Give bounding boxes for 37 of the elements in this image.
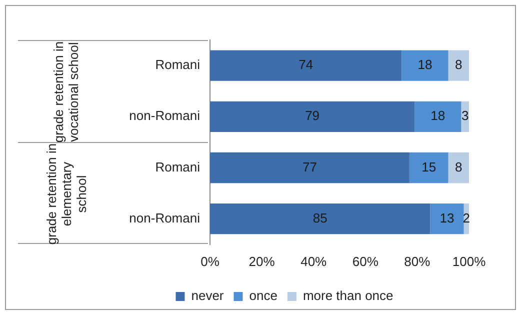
- data-label: 13: [440, 210, 454, 226]
- data-label: 18: [418, 57, 432, 72]
- y-tick-label: Romani: [155, 159, 200, 174]
- data-label: 18: [430, 108, 446, 124]
- data-label: 77: [302, 159, 317, 174]
- data-label: 74: [298, 57, 314, 72]
- x-tick-label: 100%: [452, 254, 486, 269]
- y-tick-label: Romani: [155, 57, 200, 72]
- y-tick-label: non-Romani: [129, 210, 200, 226]
- text: grade retention in vocational school: [50, 41, 82, 144]
- data-label: 8: [455, 159, 462, 174]
- x-tick-label: 80%: [404, 254, 431, 269]
- data-label: 2: [462, 210, 470, 226]
- bar: [414, 101, 462, 132]
- data-label: 85: [312, 210, 328, 226]
- x-tick-label: 20%: [248, 254, 276, 269]
- data-label: 3: [462, 108, 469, 124]
- text: grade retention in elementary school: [42, 143, 90, 246]
- bar: [430, 204, 464, 234]
- bar: [210, 152, 410, 184]
- bar: [409, 152, 448, 184]
- data-label: 8: [455, 57, 462, 72]
- data-label: 15: [422, 159, 436, 174]
- bar: [210, 50, 402, 81]
- bar: [210, 204, 430, 234]
- legend-label: once: [249, 288, 278, 304]
- x-tick-label: 60%: [352, 254, 379, 269]
- data-label: 79: [305, 108, 320, 124]
- x-tick-label: 40%: [300, 254, 328, 269]
- legend-label: more than once: [302, 288, 394, 304]
- bar: [448, 50, 469, 81]
- bar: [210, 101, 415, 132]
- bar: [402, 50, 448, 81]
- bar: [448, 152, 469, 184]
- legend-label: never: [191, 288, 224, 304]
- x-tick-label: 0%: [200, 254, 220, 269]
- y-tick-label: non-Romani: [129, 108, 200, 124]
